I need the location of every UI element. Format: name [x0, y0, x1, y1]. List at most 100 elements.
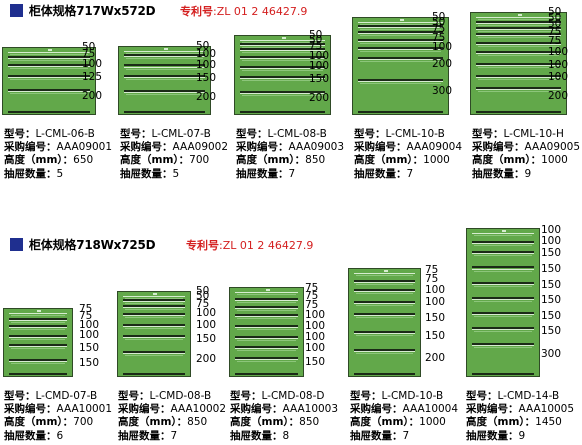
spec-drawers-label: 抽屉数量： [118, 429, 171, 442]
cabinet-spec: 型号：L-CMD-08-B 采购编号：AAA10002 高度（mm）：850 抽屉数量… [118, 390, 226, 443]
section-1-header: 柜体规格717Wx572D [10, 2, 156, 19]
drawer-height-label: 100 [305, 331, 326, 343]
spec-drawers-row: 抽屉数量：7 [236, 168, 344, 181]
cabinet-drawer-stack [354, 273, 415, 375]
drawer [354, 291, 415, 303]
spec-code-row: 采购编号：AAA09005 [472, 141, 580, 154]
spec-model-row: 型号：L-CML-08-B [236, 128, 344, 141]
drawer [8, 76, 90, 91]
lock-icon [517, 14, 522, 16]
spec-model-value: L-CMD-08-D [261, 390, 325, 402]
section-2-patent: 专利号:ZL 01 2 46427.9 [186, 237, 313, 253]
cabinet-spec: 型号：L-CMD-08-D 采购编号：AAA10003 高度（mm）：850 抽屉数量… [230, 390, 338, 443]
drawer-height-label: 100 [196, 59, 217, 71]
drawer-height-label: 150 [305, 356, 326, 368]
drawer [476, 53, 561, 65]
drawer [476, 89, 561, 113]
spec-height-label: 高度（mm）： [4, 416, 74, 429]
drawer [8, 65, 90, 77]
cabinet-spec: 型号：L-CML-08-B 采购编号：AAA09003 高度（mm）：850 抽屉数量… [236, 128, 344, 181]
drawer-height-label: 100 [541, 224, 562, 236]
drawer [354, 351, 415, 375]
drawer-height-label: 75 [305, 290, 319, 302]
lock-icon [502, 230, 506, 232]
spec-drawers-label: 抽屉数量： [236, 167, 289, 180]
drawer [235, 308, 298, 317]
spec-code-row: 采购编号：AAA09003 [236, 141, 344, 154]
spec-model-value: L-CMD-08-B [149, 390, 212, 402]
spec-height-label: 高度（mm）： [466, 416, 536, 429]
spec-height-row: 高度（mm）：650 [4, 154, 112, 167]
spec-height-value: 1000 [419, 416, 446, 429]
patent-number: :ZL 01 2 46427.9 [219, 239, 314, 252]
spec-code-label: 采购编号： [472, 141, 525, 154]
cabinet-spec: 型号：L-CMD-07-B 采购编号：AAA10001 高度（mm）：700 抽屉数量… [4, 390, 112, 443]
spec-drawers-row: 抽屉数量：7 [118, 430, 226, 443]
drawer-height-label: 300 [541, 348, 562, 360]
drawer-height-label: 100 [305, 320, 326, 332]
drawer-height-label: 50 [548, 12, 562, 24]
spec-drawers-value: 7 [288, 167, 296, 180]
drawer [235, 300, 298, 309]
spec-height-value: 1000 [541, 154, 568, 167]
spec-code-row: 采购编号：AAA10002 [118, 403, 226, 416]
drawer-height-label: 100 [548, 59, 569, 71]
spec-code-value: AAA09001 [56, 141, 113, 154]
drawer-height-label: 150 [79, 357, 100, 369]
drawer [8, 52, 90, 58]
drawer [124, 56, 205, 67]
cabinet-l-cml-08-b [234, 35, 331, 115]
patent-label: 专利号 [180, 5, 213, 18]
patent-number: :ZL 01 2 46427.9 [213, 5, 308, 18]
drawer [123, 315, 185, 326]
spec-model-label: 型号： [354, 128, 386, 140]
spec-code-label: 采购编号： [4, 141, 57, 154]
drawer [240, 77, 325, 93]
drawer-height-label: 100 [548, 46, 569, 58]
spec-model-row: 型号：L-CMD-07-B [4, 390, 112, 403]
spec-drawers-row: 抽屉数量：5 [4, 168, 112, 181]
drawer [240, 40, 325, 46]
spec-height-row: 高度（mm）：1000 [350, 416, 458, 429]
spec-drawers-row: 抽屉数量：7 [350, 430, 458, 443]
cabinet-drawer-stack [9, 313, 67, 375]
square-bullet-icon [10, 4, 23, 17]
spec-model-row: 型号：L-CMD-14-B [466, 390, 574, 403]
spec-drawers-value: 9 [518, 429, 526, 442]
spec-drawers-value: 7 [406, 167, 414, 180]
drawer-height-label: 75 [425, 264, 439, 276]
spec-height-value: 650 [73, 154, 94, 167]
drawer [123, 325, 185, 337]
drawer [240, 45, 325, 51]
drawer [9, 320, 67, 328]
spec-code-label: 采购编号： [118, 403, 171, 416]
drawer [472, 314, 534, 330]
drawer-height-label: 100 [79, 319, 100, 331]
drawer-height-label: 150 [309, 73, 330, 85]
drawer-height-label: 100 [432, 41, 453, 53]
spec-height-value: 1000 [423, 154, 450, 167]
spec-code-value: AAA10001 [56, 403, 113, 416]
spec-model-value: L-CML-06-B [35, 128, 95, 140]
drawer [472, 253, 534, 269]
spec-height-row: 高度（mm）：700 [4, 416, 112, 429]
drawer [472, 268, 534, 284]
drawer [358, 22, 443, 28]
spec-drawers-value: 8 [282, 429, 290, 442]
lock-icon [399, 19, 404, 21]
drawer-height-label: 100 [79, 329, 100, 341]
spec-drawers-label: 抽屉数量： [4, 429, 57, 442]
cabinet-l-cml-10-b [352, 17, 449, 115]
drawer [123, 301, 185, 307]
drawer-height-label: 100 [425, 284, 446, 296]
section-2-header: 柜体规格718Wx725D [10, 236, 156, 253]
drawer-height-label: 100 [309, 50, 330, 62]
spec-height-label: 高度（mm）： [236, 154, 306, 167]
spec-code-label: 采购编号： [120, 141, 173, 154]
spec-drawers-row: 抽屉数量：9 [472, 168, 580, 181]
spec-model-label: 型号： [120, 128, 152, 140]
spec-height-row: 高度（mm）：850 [118, 416, 226, 429]
drawer-height-label: 75 [548, 26, 562, 38]
spec-drawers-label: 抽屉数量： [230, 429, 283, 442]
spec-code-value: AAA10002 [170, 403, 227, 416]
